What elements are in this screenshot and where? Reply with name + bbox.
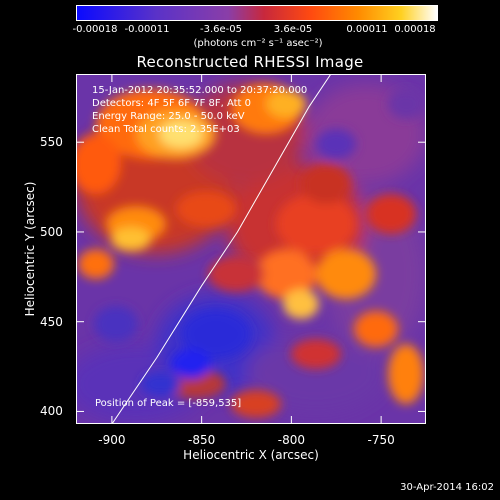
y-tick-label: 450 (40, 314, 63, 329)
colorbar-gradient (76, 5, 438, 21)
colorbar-units: (photons cm⁻² s⁻¹ asec⁻²) (193, 38, 323, 49)
info-line-energy: Energy Range: 25.0 - 50.0 keV (92, 111, 245, 122)
y-tick-label: 550 (40, 135, 63, 150)
info-line-counts: Clean Total counts: 2.35E+03 (92, 124, 240, 135)
y-axis-label: Heliocentric Y (arcsec) (23, 181, 37, 317)
colorbar-tick-label: 0.00011 (346, 24, 388, 35)
colorbar-tick-label: -3.6e-05 (200, 24, 242, 35)
plot-title: Reconstructed RHESSI Image (136, 53, 364, 71)
info-line-detectors: Detectors: 4F 5F 6F 7F 8F, Att 0 (92, 98, 252, 109)
x-tick-label: -900 (98, 433, 126, 447)
info-line-time: 15-Jan-2012 20:35:52.000 to 20:37:20.000 (92, 85, 308, 96)
y-tick-label: 500 (40, 224, 63, 239)
colorbar-tick-label: -0.00011 (124, 24, 170, 35)
colorbar-tick-label: 3.6e-05 (273, 24, 313, 35)
colorbar-tick-label: 0.00018 (394, 24, 436, 35)
x-axis-label: Heliocentric X (arcsec) (183, 448, 319, 462)
timestamp-footer: 30-Apr-2014 16:02 (400, 482, 494, 493)
x-tick-label: -750 (367, 433, 395, 447)
solar-limb-line (111, 74, 332, 424)
x-tick-label: -800 (277, 433, 305, 447)
x-tick-label: -850 (188, 433, 216, 447)
colorbar-tick-label: -0.00018 (72, 24, 118, 35)
peak-position: Position of Peak = [-859,535] (95, 398, 242, 409)
y-tick-label: 400 (40, 404, 63, 419)
rhessi-image (76, 74, 426, 424)
